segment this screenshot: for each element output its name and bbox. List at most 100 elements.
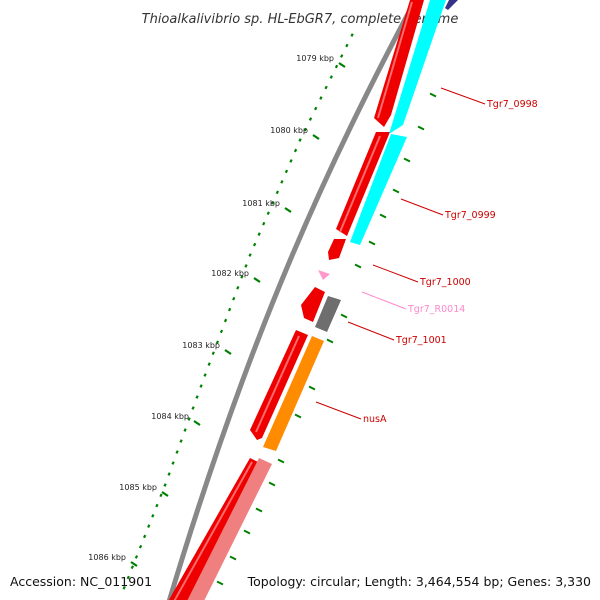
inner-tick	[429, 92, 437, 98]
scale-dot	[151, 514, 155, 518]
scale-dot	[215, 340, 219, 345]
inner-tick	[392, 188, 400, 194]
inner-tick	[403, 157, 411, 163]
scale-tick-label: 1084 kbp	[151, 412, 189, 421]
scale-dot	[308, 117, 313, 121]
inner-tick	[340, 313, 348, 319]
scale-dot	[211, 351, 215, 356]
scale-dot	[303, 127, 307, 132]
gene-label-leader	[347, 321, 395, 341]
inner-tick	[354, 263, 362, 269]
cds-highlight	[255, 335, 300, 433]
scale-dot	[319, 96, 323, 100]
scale-dot	[134, 555, 139, 559]
scale-dot	[266, 211, 270, 216]
scale-tick-label: 1082 kbp	[211, 269, 249, 278]
cog-pink-block	[187, 458, 272, 600]
inner-tick	[268, 481, 276, 487]
scale-dot	[232, 296, 236, 301]
inner-tick-marks	[216, 92, 437, 586]
inner-tick	[368, 240, 376, 246]
gene-label-leader	[315, 401, 362, 420]
gene-label-leader	[400, 198, 444, 216]
gene-label: Tgr7_1000	[419, 277, 471, 288]
feature-tracks	[168, 0, 458, 600]
cds-block	[374, 0, 424, 127]
cog-orange-block	[263, 336, 324, 451]
scale-tick-label: 1083 kbp	[182, 341, 220, 350]
cds-highlight	[339, 135, 381, 233]
scale-dot	[280, 180, 284, 184]
scale-dot	[195, 395, 199, 399]
scale-dot	[271, 200, 275, 205]
scale-dot	[275, 190, 279, 195]
gene-label: Tgr7_1001	[395, 335, 447, 346]
inner-tick	[379, 213, 387, 219]
scale-dot	[293, 148, 298, 153]
scale-dot	[298, 138, 302, 142]
inner-tick	[326, 338, 334, 344]
scale-dot	[167, 472, 171, 476]
scale-dot	[223, 318, 228, 323]
scale-major-tick	[253, 277, 261, 283]
inner-tick	[417, 125, 425, 131]
cds-highlight	[173, 461, 253, 600]
scale-dot	[257, 232, 261, 236]
scale-dot	[236, 285, 240, 290]
gene-labels: Tgr7_0998 Tgr7_0999 Tgr7_1000 Tgr7_R0014 Tgr…	[315, 87, 538, 425]
gene-label-leader	[361, 291, 407, 310]
gene-label-leader	[440, 87, 486, 105]
accession-text: Accession: NC_011901	[10, 574, 152, 589]
scale-dot	[187, 417, 191, 421]
scale-dot	[199, 384, 203, 388]
scale-dot	[329, 75, 333, 79]
inner-tick	[216, 580, 224, 586]
scale-dot	[219, 329, 224, 334]
scale-dot	[138, 544, 143, 549]
inner-tick	[243, 529, 251, 535]
inner-tick	[308, 385, 316, 391]
scale-dot	[155, 503, 159, 508]
topology-text: Topology: circular; Length: 3,464,554 bp…	[247, 574, 591, 589]
scale-dot	[122, 585, 126, 590]
scale-dot	[228, 307, 232, 312]
scale-dot	[253, 242, 257, 247]
scale-tick-label: 1081 kbp	[242, 199, 280, 208]
scale-dot	[175, 450, 179, 454]
scale-dot	[207, 362, 211, 366]
scale-dot	[340, 54, 344, 58]
cds-block	[328, 239, 346, 260]
scale-dot	[262, 221, 266, 226]
scale-dot	[334, 64, 339, 69]
cog-cyan-block	[389, 0, 446, 134]
scale-dot	[284, 169, 289, 174]
scale-ring	[122, 33, 354, 590]
scale-dot	[163, 483, 167, 487]
gene-label: nusA	[363, 414, 387, 425]
scale-labels: 1079 kbp 1080 kbp 1081 kbp 1082 kbp 1083 kbp…	[88, 54, 334, 562]
scale-dot	[244, 264, 248, 268]
scale-major-tick	[338, 62, 346, 68]
scale-dot	[345, 43, 349, 48]
cog-cyan-block	[350, 134, 407, 245]
cog-navy-block	[445, 0, 458, 10]
scale-dot	[203, 373, 207, 377]
scale-major-tick	[224, 349, 232, 355]
inner-tick	[294, 413, 302, 419]
scale-dot	[147, 524, 151, 528]
scale-major-tick	[284, 207, 292, 213]
scale-dot	[126, 575, 130, 580]
scale-dot	[183, 428, 187, 432]
scale-major-tick	[130, 561, 138, 567]
scale-dot	[240, 275, 244, 279]
gene-label-leader	[372, 264, 419, 283]
gene-label: Tgr7_0999	[444, 210, 496, 221]
scale-tick-label: 1079 kbp	[296, 54, 334, 63]
scale-dot	[159, 493, 163, 498]
scale-dot	[191, 406, 195, 410]
cog-gray-block	[315, 296, 341, 332]
gene-label: Tgr7_R0014	[407, 304, 465, 315]
cds-highlight	[377, 1, 413, 119]
scale-tick-label: 1080 kbp	[270, 126, 308, 135]
backbone-ring	[166, 0, 419, 600]
